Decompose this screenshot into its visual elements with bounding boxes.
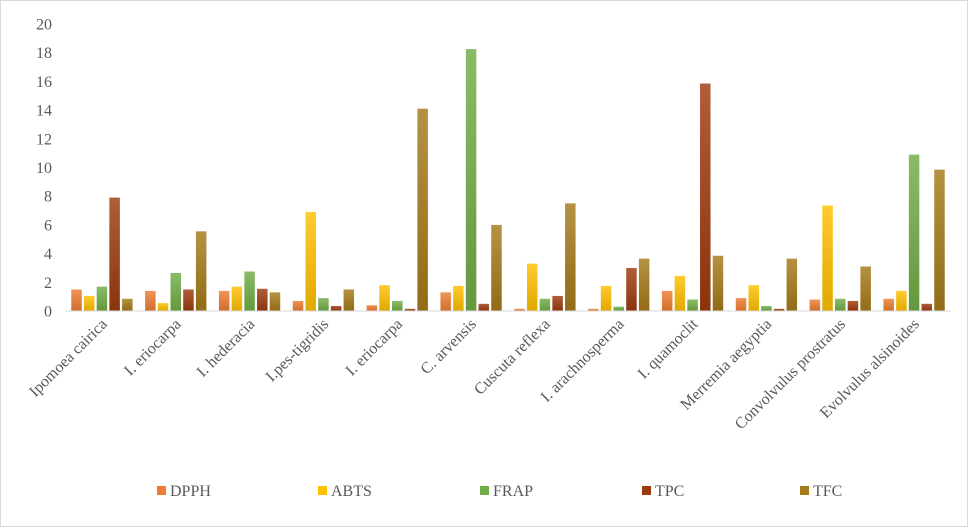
bar-dpph-1 bbox=[71, 289, 82, 311]
legend-swatch-abts bbox=[318, 486, 327, 495]
bar-dpph-12 bbox=[883, 298, 894, 311]
x-category-label: I.pes-tigridis bbox=[263, 316, 333, 386]
legend-label-tpc: TPC bbox=[655, 483, 684, 500]
bar-abts-8 bbox=[600, 285, 612, 311]
x-category-label: Cuscuta reflexa bbox=[471, 316, 554, 399]
bar-abts-11 bbox=[822, 205, 833, 311]
bar-tfc-1 bbox=[122, 298, 133, 311]
bar-frap-8 bbox=[613, 306, 624, 311]
bar-tpc-12 bbox=[921, 303, 933, 311]
bar-tpc-4 bbox=[330, 305, 342, 311]
bar-frap-10 bbox=[761, 305, 772, 311]
bar-tpc-10 bbox=[773, 308, 785, 311]
bar-abts-4 bbox=[305, 211, 316, 311]
bar-abts-10 bbox=[748, 285, 759, 311]
bar-frap-2 bbox=[170, 272, 181, 311]
bar-tfc-3 bbox=[269, 292, 281, 311]
y-tick-label: 16 bbox=[36, 74, 52, 91]
bar-tpc-8 bbox=[626, 267, 637, 311]
x-category-label: I. hederacia bbox=[194, 316, 259, 381]
x-category-label: I. eriocarpa bbox=[121, 316, 185, 380]
bar-dpph-7 bbox=[514, 308, 525, 311]
bar-tpc-7 bbox=[552, 295, 563, 311]
x-category-label: I. eriocarpa bbox=[343, 316, 407, 380]
bar-tfc-9 bbox=[712, 255, 724, 311]
bar-tfc-4 bbox=[343, 289, 355, 311]
bars bbox=[71, 49, 945, 312]
bar-frap-6 bbox=[465, 49, 477, 312]
bar-abts-2 bbox=[157, 303, 169, 311]
bar-tpc-1 bbox=[109, 197, 120, 311]
y-tick-label: 12 bbox=[36, 131, 52, 148]
legend-label-dpph: DPPH bbox=[170, 483, 211, 500]
legend-swatch-frap bbox=[480, 486, 489, 495]
bar-frap-7 bbox=[539, 298, 551, 311]
bar-dpph-3 bbox=[218, 290, 230, 311]
y-tick-label: 6 bbox=[44, 217, 52, 234]
bar-tfc-8 bbox=[638, 258, 650, 311]
bar-dpph-4 bbox=[292, 300, 304, 311]
y-tick-label: 2 bbox=[44, 275, 52, 292]
bar-frap-5 bbox=[392, 300, 403, 311]
bar-abts-5 bbox=[379, 285, 390, 311]
y-tick-label: 18 bbox=[36, 45, 52, 62]
bar-frap-3 bbox=[244, 271, 255, 311]
bar-tfc-2 bbox=[195, 231, 207, 311]
legend-swatch-dpph bbox=[157, 486, 166, 495]
bar-dpph-6 bbox=[440, 292, 451, 311]
bar-dpph-11 bbox=[809, 299, 821, 311]
bar-dpph-8 bbox=[588, 308, 599, 311]
bar-tfc-12 bbox=[934, 169, 945, 311]
bar-abts-9 bbox=[674, 275, 686, 311]
bar-tfc-6 bbox=[491, 224, 502, 311]
bar-abts-3 bbox=[231, 286, 243, 311]
bar-tpc-3 bbox=[257, 288, 268, 311]
bar-tfc-7 bbox=[565, 203, 576, 312]
bar-abts-7 bbox=[526, 263, 538, 311]
bar-tfc-11 bbox=[860, 266, 871, 311]
legend: DPPH ABTS FRAP TPC TFC bbox=[157, 483, 842, 500]
legend-label-frap: FRAP bbox=[493, 483, 533, 500]
bar-dpph-9 bbox=[661, 290, 673, 311]
bar-dpph-5 bbox=[366, 305, 378, 311]
legend-label-abts: ABTS bbox=[331, 483, 372, 500]
legend-label-tfc: TFC bbox=[813, 483, 842, 500]
legend-swatch-tfc bbox=[800, 486, 809, 495]
bar-tpc-11 bbox=[847, 300, 859, 311]
bar-abts-1 bbox=[83, 295, 95, 311]
bar-tpc-9 bbox=[700, 83, 711, 311]
bar-frap-12 bbox=[908, 154, 920, 311]
bar-tpc-2 bbox=[183, 289, 194, 311]
y-tick-label: 4 bbox=[44, 246, 52, 263]
y-axis-ticks: 0 2 4 6 8 10 12 14 16 18 20 bbox=[36, 17, 52, 321]
bar-tfc-10 bbox=[786, 258, 798, 311]
y-tick-label: 10 bbox=[36, 160, 52, 177]
x-category-label: I. quamoclit bbox=[635, 315, 702, 382]
bar-frap-1 bbox=[96, 286, 108, 311]
x-axis-labels: Ipomoea cairica I. eriocarpa I. hederacia I… bbox=[26, 315, 923, 433]
bar-frap-11 bbox=[835, 298, 846, 311]
bar-tpc-5 bbox=[404, 308, 416, 311]
y-tick-label: 20 bbox=[36, 17, 52, 34]
bar-abts-12 bbox=[896, 290, 907, 311]
x-category-label: Ipomoea cairica bbox=[26, 316, 111, 401]
y-tick-label: 0 bbox=[44, 304, 52, 321]
legend-swatch-tpc bbox=[642, 486, 651, 495]
y-tick-label: 14 bbox=[36, 103, 52, 120]
y-tick-label: 8 bbox=[44, 189, 52, 206]
bar-abts-6 bbox=[453, 285, 464, 311]
bar-frap-4 bbox=[318, 298, 329, 311]
bar-frap-9 bbox=[687, 299, 698, 311]
bar-dpph-2 bbox=[145, 290, 156, 311]
x-category-label: C. arvensis bbox=[418, 316, 480, 378]
bar-dpph-10 bbox=[735, 298, 747, 311]
bar-tpc-6 bbox=[478, 303, 490, 311]
bar-tfc-5 bbox=[417, 108, 428, 311]
